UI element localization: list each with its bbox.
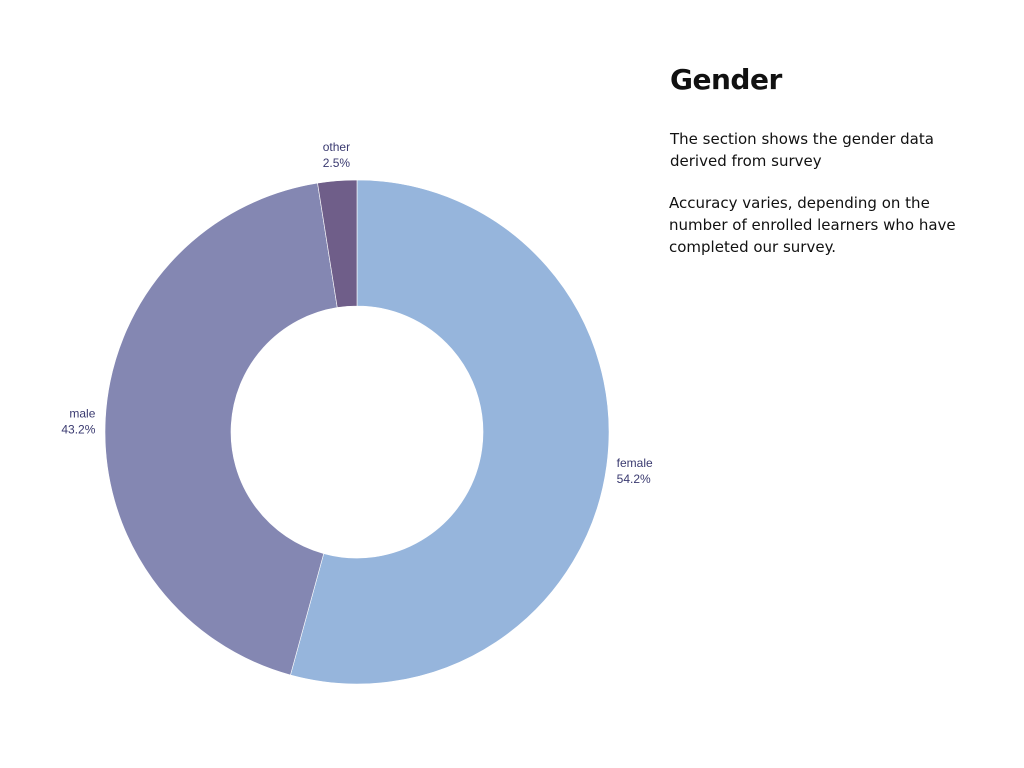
slice-label-percent: 54.2% bbox=[617, 472, 651, 486]
slice-label-female: female 54.2% bbox=[617, 456, 653, 486]
section-title: Gender bbox=[670, 63, 782, 96]
slice-label-percent: 2.5% bbox=[323, 156, 351, 170]
slice-label-other: other 2.5% bbox=[323, 140, 351, 170]
slice-label-name: other bbox=[323, 140, 350, 154]
slice-male bbox=[104, 182, 338, 676]
slice-label-percent: 43.2% bbox=[61, 423, 95, 437]
slice-label-name: male bbox=[69, 407, 95, 421]
section-description: The section shows the gender data derive… bbox=[670, 130, 934, 170]
slice-label-male: male 43.2% bbox=[61, 407, 95, 437]
info-panel: Gender The section shows the gender data… bbox=[669, 60, 990, 258]
slice-label-name: female bbox=[617, 456, 653, 470]
slice-female bbox=[290, 179, 610, 685]
slice-other bbox=[317, 179, 358, 308]
accuracy-note: Accuracy varies, depending on the number… bbox=[669, 194, 956, 256]
